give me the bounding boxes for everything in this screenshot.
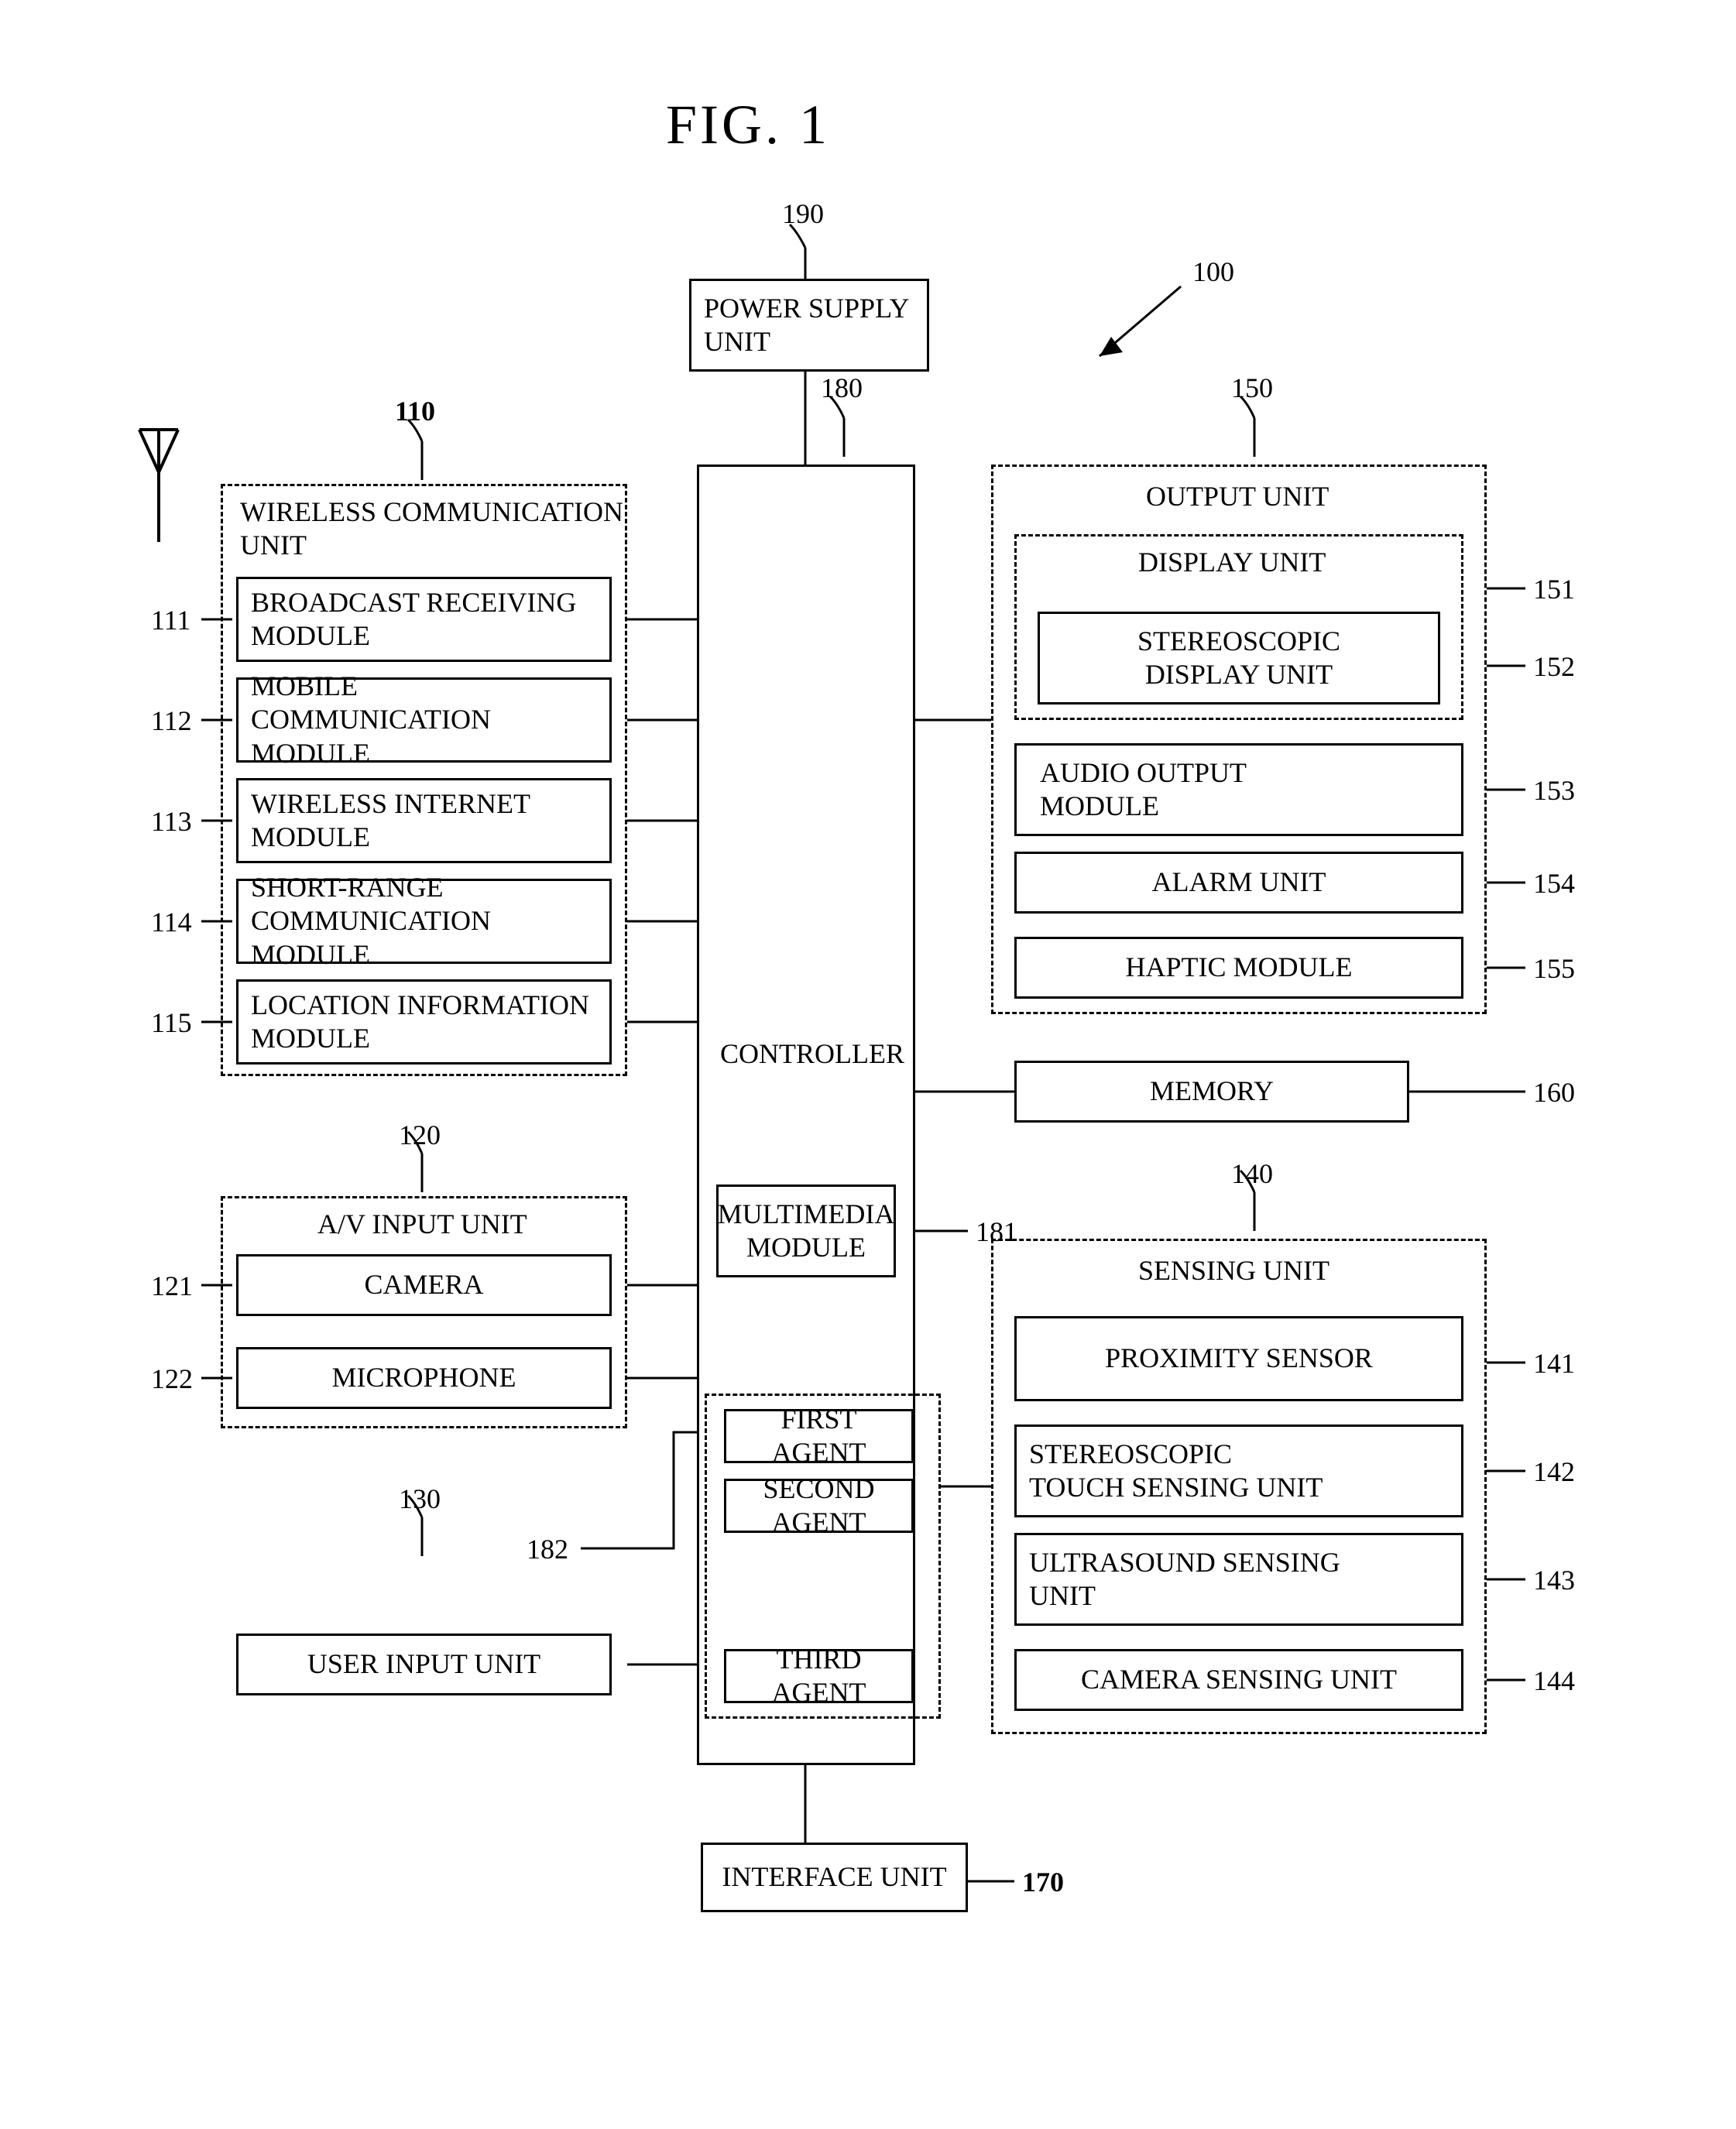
ref-140: 140 [1231,1157,1273,1190]
sensing-title: SENSING UNIT [1138,1254,1329,1287]
figure-title: FIG. 1 [666,93,830,157]
ref-153: 153 [1533,774,1575,807]
camera: CAMERA [236,1254,612,1316]
ref-142: 142 [1533,1455,1575,1488]
wireless-item-2: WIRELESS INTERNET MODULE [236,778,612,863]
ref-100: 100 [1192,255,1234,288]
ref-114: 114 [151,906,192,938]
third-agent: THIRD AGENT [724,1649,914,1703]
ref-143: 143 [1533,1564,1575,1596]
wireless-item-3: SHORT-RANGE COMMUNICATION MODULE [236,879,612,964]
wireless-item-1: MOBILE COMMUNICATION MODULE [236,677,612,763]
alarm-unit: ALARM UNIT [1014,852,1463,914]
output-title: OUTPUT UNIT [1146,480,1329,513]
stereo-display: STEREOSCOPIC DISPLAY UNIT [1038,612,1440,705]
audio-output: AUDIO OUTPUT MODULE [1014,743,1463,836]
ref-122: 122 [151,1363,193,1395]
ref-190: 190 [782,197,824,230]
stereo-touch: STEREOSCOPIC TOUCH SENSING UNIT [1014,1424,1463,1517]
ref-150: 150 [1231,372,1273,404]
ref-170: 170 [1022,1866,1064,1898]
wireless-title: WIRELESS COMMUNICATION UNIT [240,495,623,562]
ref-115: 115 [151,1006,192,1039]
proximity-sensor: PROXIMITY SENSOR [1014,1316,1463,1401]
ref-112: 112 [151,705,192,737]
camera-sensing: CAMERA SENSING UNIT [1014,1649,1463,1711]
interface-unit: INTERFACE UNIT [701,1843,968,1912]
av-input-title: A/V INPUT UNIT [317,1208,527,1241]
power-supply-unit: POWER SUPPLY UNIT [689,279,929,372]
wireless-item-4: LOCATION INFORMATION MODULE [236,979,612,1064]
ref-113: 113 [151,805,192,838]
first-agent: FIRST AGENT [724,1409,914,1463]
multimedia-module: MULTIMEDIA MODULE [716,1184,896,1277]
ref-120: 120 [399,1119,441,1151]
ref-180: 180 [821,372,863,404]
ref-121: 121 [151,1270,193,1302]
microphone: MICROPHONE [236,1347,612,1409]
ref-160: 160 [1533,1076,1575,1109]
wireless-item-0: BROADCAST RECEIVING MODULE [236,577,612,662]
haptic-module: HAPTIC MODULE [1014,937,1463,999]
display-unit-title: DISPLAY UNIT [1138,546,1326,579]
ref-111: 111 [151,604,190,636]
ref-182: 182 [527,1533,568,1565]
memory: MEMORY [1014,1061,1409,1123]
controller-label: CONTROLLER [720,1037,904,1070]
ref-155: 155 [1533,952,1575,985]
ref-141: 141 [1533,1347,1575,1380]
ultrasound-sensing: ULTRASOUND SENSING UNIT [1014,1533,1463,1626]
user-input-unit: USER INPUT UNIT [236,1634,612,1695]
ref-144: 144 [1533,1664,1575,1697]
ref-130: 130 [399,1483,441,1515]
second-agent: SECOND AGENT [724,1479,914,1533]
ref-152: 152 [1533,650,1575,683]
ref-110: 110 [395,395,435,427]
ref-154: 154 [1533,867,1575,900]
ref-151: 151 [1533,573,1575,605]
